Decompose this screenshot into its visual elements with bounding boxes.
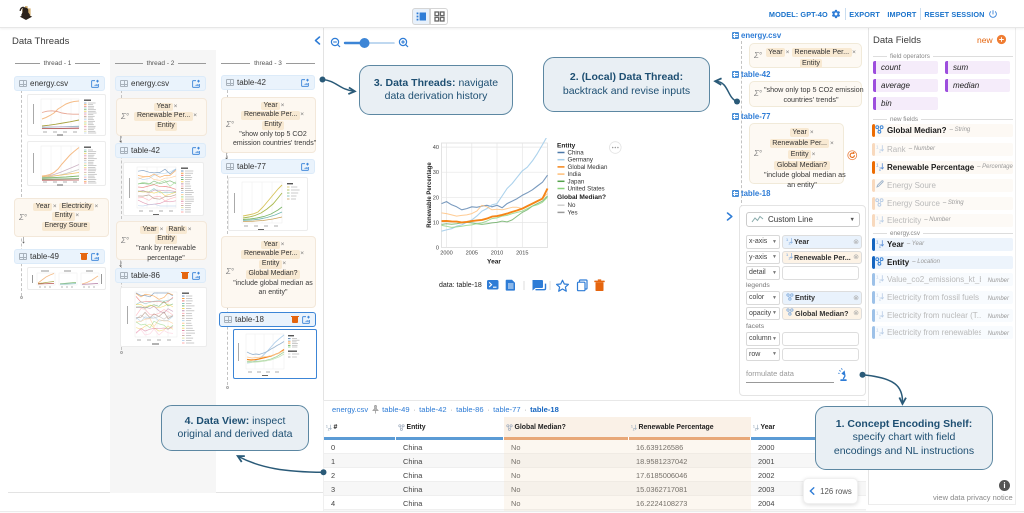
svg-text:20: 20 xyxy=(433,195,439,201)
svg-text:30: 30 xyxy=(433,170,439,176)
svg-text:Entity: Entity xyxy=(557,143,576,150)
svg-text:1: 1 xyxy=(876,274,879,279)
svg-text:2: 2 xyxy=(878,166,881,171)
svg-text:1: 1 xyxy=(876,162,879,167)
svg-text:40: 40 xyxy=(433,145,439,151)
svg-text:Germany: Germany xyxy=(568,157,594,164)
svg-text:1: 1 xyxy=(876,292,879,297)
svg-text:2: 2 xyxy=(633,427,635,431)
svg-text:1: 1 xyxy=(326,424,328,428)
svg-text:Yes: Yes xyxy=(568,209,578,216)
svg-text:Global Median?: Global Median? xyxy=(557,194,606,201)
svg-text:United States: United States xyxy=(568,186,605,193)
svg-text:1: 1 xyxy=(876,239,879,244)
svg-text:10: 10 xyxy=(433,220,439,226)
svg-text:1: 1 xyxy=(786,252,789,257)
svg-text:No: No xyxy=(568,202,576,209)
svg-text:2: 2 xyxy=(878,331,881,336)
svg-text:Japan: Japan xyxy=(568,178,585,185)
svg-text:2: 2 xyxy=(878,314,881,319)
svg-text:Year: Year xyxy=(487,259,501,266)
svg-text:2005: 2005 xyxy=(466,251,478,257)
svg-text:2: 2 xyxy=(878,219,881,224)
svg-text:2: 2 xyxy=(328,427,330,431)
svg-text:2: 2 xyxy=(755,427,757,431)
svg-text:1: 1 xyxy=(876,327,879,332)
svg-text:0: 0 xyxy=(436,246,439,252)
svg-text:2015: 2015 xyxy=(516,251,528,257)
svg-text:Renewable Percentage: Renewable Percentage xyxy=(427,162,433,228)
svg-text:2: 2 xyxy=(878,243,881,248)
svg-text:2: 2 xyxy=(788,256,791,261)
svg-text:2: 2 xyxy=(878,148,881,153)
svg-text:China: China xyxy=(568,150,585,157)
svg-text:1: 1 xyxy=(876,310,879,315)
svg-text:2010: 2010 xyxy=(491,251,503,257)
svg-text:2: 2 xyxy=(788,240,791,245)
svg-text:1: 1 xyxy=(876,215,879,220)
svg-text:2: 2 xyxy=(878,278,881,283)
svg-text:1: 1 xyxy=(753,424,755,428)
svg-text:1: 1 xyxy=(876,144,879,149)
svg-text:2: 2 xyxy=(878,296,881,301)
svg-text:1: 1 xyxy=(786,237,789,242)
svg-text:India: India xyxy=(568,171,582,178)
svg-text:Global Median: Global Median xyxy=(568,164,608,171)
svg-text:2000: 2000 xyxy=(440,251,452,257)
svg-text:1: 1 xyxy=(631,424,633,428)
